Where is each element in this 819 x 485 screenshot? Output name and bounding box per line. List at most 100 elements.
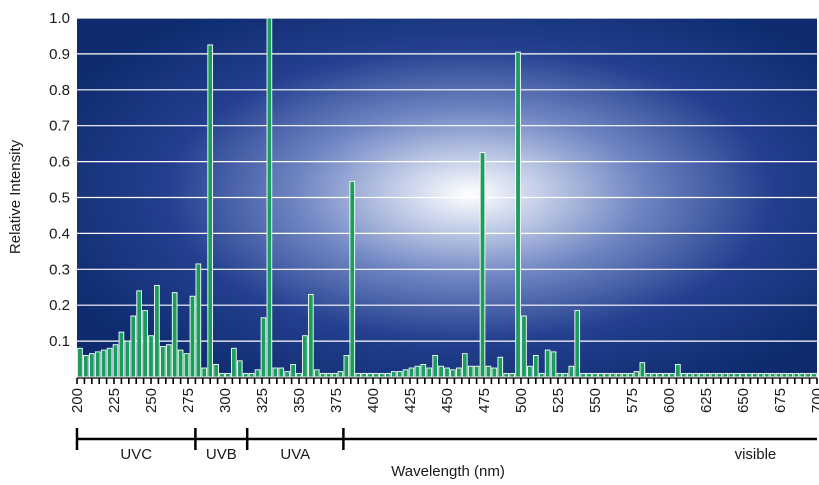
bar bbox=[374, 373, 379, 377]
bar bbox=[456, 368, 461, 377]
bar bbox=[581, 373, 586, 377]
bar bbox=[545, 350, 550, 377]
x-tick-label: 275 bbox=[180, 388, 197, 413]
x-axis: 200 225 250 275 300 325 350 375 400 425 450 475 500 5… bbox=[69, 378, 819, 413]
x-tick-label: 500 bbox=[513, 388, 530, 413]
y-tick-label: 0.5 bbox=[49, 190, 70, 207]
bar bbox=[800, 373, 805, 377]
x-tick-label: 625 bbox=[698, 388, 715, 413]
bar bbox=[622, 373, 627, 377]
y-axis-label: Relative Intensity bbox=[7, 139, 24, 254]
bar bbox=[255, 370, 260, 377]
x-tick-label: 250 bbox=[143, 388, 160, 413]
y-tick-label: 0.9 bbox=[49, 46, 70, 63]
bar bbox=[178, 350, 183, 377]
bar bbox=[729, 373, 734, 377]
band-label-visible: visible bbox=[735, 446, 777, 463]
bar bbox=[764, 373, 769, 377]
y-tick-label: 0.4 bbox=[49, 225, 70, 242]
x-tick-label: 650 bbox=[735, 388, 752, 413]
bar bbox=[409, 368, 414, 377]
bar bbox=[84, 355, 89, 377]
band-label-uvc: UVC bbox=[120, 446, 152, 463]
bar bbox=[451, 370, 456, 377]
y-tick-label: 0.7 bbox=[49, 118, 70, 135]
bar bbox=[628, 373, 633, 377]
bar bbox=[616, 373, 621, 377]
y-tick-label: 0.1 bbox=[49, 333, 70, 350]
bar bbox=[664, 373, 669, 377]
x-tick-label: 425 bbox=[402, 388, 419, 413]
bar bbox=[172, 293, 177, 377]
wavelength-bands: UVC UVB UVA visible bbox=[77, 428, 817, 463]
bar bbox=[492, 368, 497, 377]
bar bbox=[232, 348, 237, 377]
bar bbox=[249, 373, 254, 377]
bar bbox=[119, 332, 124, 377]
bar bbox=[498, 357, 503, 377]
x-tick-label: 600 bbox=[661, 388, 678, 413]
bar bbox=[421, 364, 426, 377]
x-tick-label: 200 bbox=[69, 388, 86, 413]
bar bbox=[522, 316, 527, 377]
bar bbox=[101, 350, 106, 377]
bar bbox=[314, 370, 319, 377]
bar bbox=[380, 373, 385, 377]
bar bbox=[670, 373, 675, 377]
bar bbox=[95, 352, 100, 377]
x-tick-label: 400 bbox=[365, 388, 382, 413]
bar bbox=[593, 373, 598, 377]
bar bbox=[208, 45, 213, 377]
x-tick-label: 225 bbox=[106, 388, 123, 413]
bar bbox=[658, 373, 663, 377]
bar bbox=[350, 181, 355, 377]
bar bbox=[747, 373, 752, 377]
bar bbox=[220, 373, 225, 377]
bar bbox=[735, 373, 740, 377]
bar bbox=[510, 373, 515, 377]
bar bbox=[190, 296, 195, 377]
x-tick-label: 575 bbox=[624, 388, 641, 413]
bar bbox=[356, 373, 361, 377]
x-tick-label: 675 bbox=[772, 388, 789, 413]
bar bbox=[717, 373, 722, 377]
bar bbox=[468, 366, 473, 377]
bar bbox=[711, 373, 716, 377]
x-tick-label: 375 bbox=[328, 388, 345, 413]
bar bbox=[788, 373, 793, 377]
bar bbox=[267, 18, 272, 377]
band-label-uvb: UVB bbox=[206, 446, 237, 463]
bar bbox=[681, 373, 686, 377]
bar bbox=[226, 373, 231, 377]
y-tick-label: 1.0 bbox=[49, 10, 70, 27]
bar bbox=[551, 352, 556, 377]
bar bbox=[652, 373, 657, 377]
bar bbox=[143, 311, 148, 377]
bar bbox=[462, 354, 467, 377]
bar bbox=[486, 366, 491, 377]
bar bbox=[782, 373, 787, 377]
bar bbox=[397, 372, 402, 377]
x-tick-label: 450 bbox=[439, 388, 456, 413]
bar bbox=[332, 373, 337, 377]
bar bbox=[693, 373, 698, 377]
bar bbox=[415, 366, 420, 377]
bar bbox=[640, 363, 645, 377]
bar bbox=[279, 368, 284, 377]
y-tick-label: 0.2 bbox=[49, 297, 70, 314]
bar bbox=[575, 311, 580, 377]
bar bbox=[125, 341, 130, 377]
bar bbox=[273, 368, 278, 377]
bar bbox=[687, 373, 692, 377]
bar bbox=[338, 372, 343, 377]
bar bbox=[752, 373, 757, 377]
bar bbox=[474, 366, 479, 377]
bar bbox=[261, 318, 266, 377]
bar bbox=[78, 348, 83, 377]
x-tick-label: 700 bbox=[809, 388, 819, 413]
bar bbox=[196, 264, 201, 377]
bar bbox=[445, 368, 450, 377]
bar bbox=[794, 373, 799, 377]
x-axis-label: Wavelength (nm) bbox=[391, 463, 505, 480]
bar bbox=[533, 355, 538, 377]
